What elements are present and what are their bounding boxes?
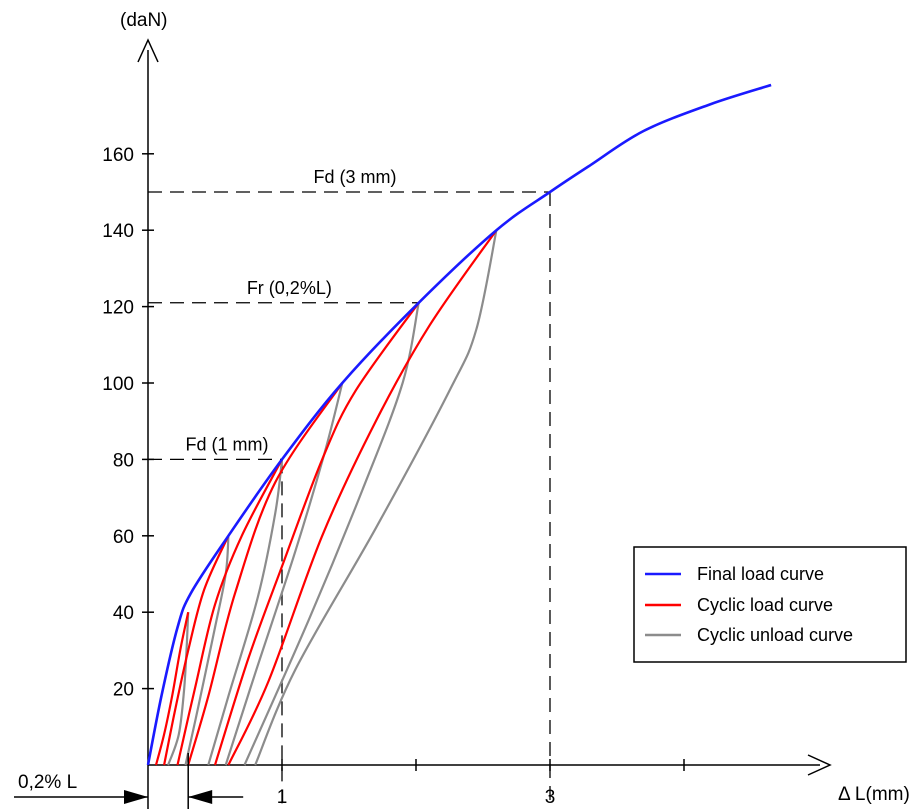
final-load-curve-group <box>146 83 772 766</box>
cyclic-load-curve <box>227 229 498 766</box>
cyclic-unload-curve <box>207 459 284 766</box>
y-tick-label: 80 <box>113 450 134 471</box>
cyclic-unload-curve <box>184 535 230 766</box>
y-tick-label: 100 <box>102 374 134 395</box>
cyclic-load-curve <box>163 535 230 766</box>
offset-marker: 0,2% L <box>14 753 244 809</box>
y-tick-label: 20 <box>113 680 134 701</box>
legend: Final load curve Cyclic load curve Cycli… <box>633 546 907 663</box>
y-tick-label: 60 <box>113 527 134 548</box>
cyclic-unload-curve <box>167 612 190 766</box>
offset-label: 0,2% L <box>18 772 77 793</box>
legend-label-cyclic-unload: Cyclic unload curve <box>697 625 853 645</box>
annotations: Fd (3 mm) Fr (0,2%L) Fd (1 mm) <box>186 167 397 454</box>
annotation-label: Fd (1 mm) <box>186 434 269 454</box>
annotation-label: Fd (3 mm) <box>314 167 397 187</box>
cyclic-load-curves <box>154 229 498 766</box>
legend-label-final: Final load curve <box>697 564 824 584</box>
y-tick-label: 40 <box>113 603 134 624</box>
y-ticks: 20 40 60 80 100 120 140 160 <box>102 145 154 701</box>
offset-arrowhead-left <box>124 790 148 804</box>
dashed-guides <box>148 191 551 805</box>
annotation-label: Fr (0,2%L) <box>247 278 332 298</box>
cyclic-unload-curve <box>254 229 498 766</box>
final-load-curve <box>146 83 772 766</box>
y-tick-label: 140 <box>102 221 134 242</box>
cyclic-unload-curve <box>224 382 344 766</box>
cyclic-load-curve <box>176 458 283 766</box>
x-axis <box>148 754 832 776</box>
cyclic-load-curve <box>154 611 190 766</box>
cyclic-unload-curves <box>167 229 498 766</box>
legend-label-cyclic-load: Cyclic load curve <box>697 595 833 615</box>
cyclic-load-curve <box>213 302 420 766</box>
y-tick-label: 120 <box>102 298 134 319</box>
y-axis-label: (daN) <box>120 10 168 31</box>
y-axis <box>137 38 159 765</box>
x-axis-label: Δ L(mm) <box>838 784 910 805</box>
cyclic-load-curve <box>187 382 344 766</box>
y-tick-label: 160 <box>102 145 134 166</box>
offset-arrowhead-right <box>188 790 213 804</box>
